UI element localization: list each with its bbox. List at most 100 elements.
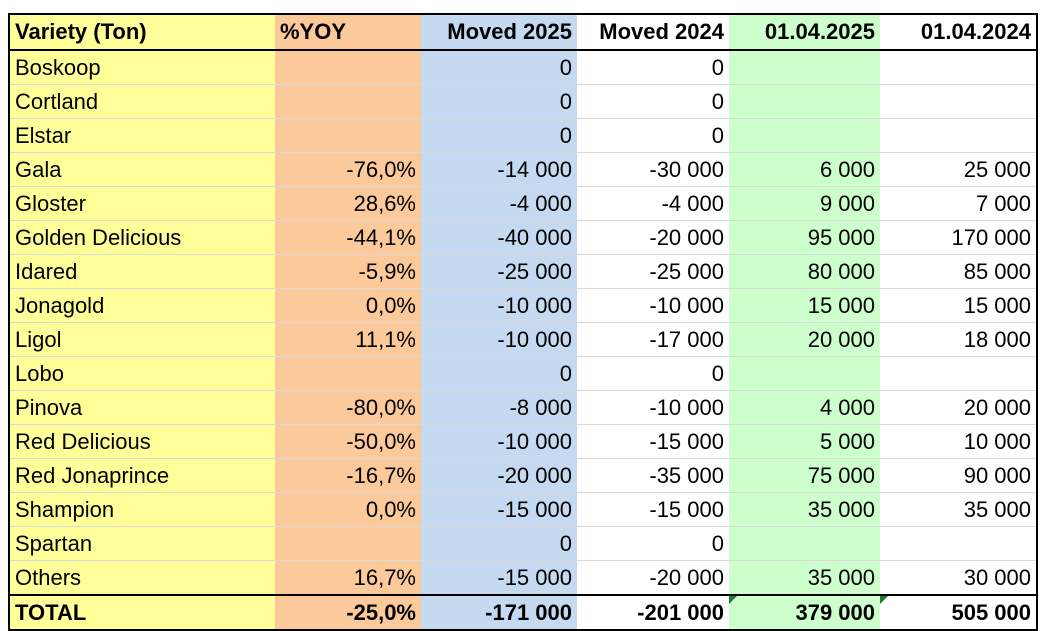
cell-moved-2024[interactable]: 0 [577, 356, 729, 391]
cell-variety[interactable]: Spartan [9, 526, 275, 561]
total-moved-2025[interactable]: -171 000 [421, 594, 577, 630]
cell-yoy[interactable] [275, 84, 421, 119]
cell-moved-2024[interactable]: -15 000 [577, 424, 729, 459]
cell-yoy[interactable]: -50,0% [275, 424, 421, 459]
cell-moved-2025[interactable]: -8 000 [421, 390, 577, 425]
cell-moved-2024[interactable]: 0 [577, 84, 729, 119]
cell-stock-2024[interactable]: 85 000 [880, 254, 1037, 289]
cell-stock-2025[interactable] [729, 356, 880, 391]
cell-moved-2025[interactable]: -14 000 [421, 152, 577, 187]
cell-variety[interactable]: Lobo [9, 356, 275, 391]
cell-stock-2024[interactable] [880, 50, 1037, 85]
cell-yoy[interactable] [275, 356, 421, 391]
cell-variety[interactable]: Red Delicious [9, 424, 275, 459]
cell-moved-2024[interactable]: -20 000 [577, 220, 729, 255]
cell-stock-2025[interactable]: 15 000 [729, 288, 880, 323]
cell-stock-2025[interactable]: 35 000 [729, 560, 880, 596]
cell-stock-2024[interactable]: 90 000 [880, 458, 1037, 493]
cell-variety[interactable]: Others [9, 560, 275, 596]
cell-yoy[interactable] [275, 526, 421, 561]
cell-yoy[interactable]: 28,6% [275, 186, 421, 221]
cell-moved-2024[interactable]: -10 000 [577, 288, 729, 323]
cell-moved-2025[interactable]: 0 [421, 356, 577, 391]
cell-moved-2024[interactable]: 0 [577, 118, 729, 153]
cell-moved-2024[interactable]: 0 [577, 50, 729, 85]
cell-stock-2024[interactable]: 10 000 [880, 424, 1037, 459]
cell-stock-2024[interactable]: 7 000 [880, 186, 1037, 221]
cell-variety[interactable]: Ligol [9, 322, 275, 357]
cell-variety[interactable]: Idared [9, 254, 275, 289]
cell-moved-2025[interactable]: -20 000 [421, 458, 577, 493]
cell-moved-2025[interactable]: -10 000 [421, 322, 577, 357]
cell-moved-2025[interactable]: 0 [421, 526, 577, 561]
cell-moved-2024[interactable]: -17 000 [577, 322, 729, 357]
cell-stock-2025[interactable] [729, 84, 880, 119]
cell-moved-2025[interactable]: -15 000 [421, 492, 577, 527]
cell-stock-2025[interactable]: 5 000 [729, 424, 880, 459]
cell-variety[interactable]: Shampion [9, 492, 275, 527]
cell-yoy[interactable]: -76,0% [275, 152, 421, 187]
cell-moved-2025[interactable]: -25 000 [421, 254, 577, 289]
cell-yoy[interactable]: -5,9% [275, 254, 421, 289]
cell-moved-2024[interactable]: -25 000 [577, 254, 729, 289]
cell-moved-2024[interactable]: -10 000 [577, 390, 729, 425]
cell-moved-2024[interactable]: -20 000 [577, 560, 729, 596]
cell-moved-2025[interactable]: -15 000 [421, 560, 577, 596]
cell-yoy[interactable]: 0,0% [275, 288, 421, 323]
cell-stock-2025[interactable]: 35 000 [729, 492, 880, 527]
cell-variety[interactable]: Pinova [9, 390, 275, 425]
cell-stock-2024[interactable]: 30 000 [880, 560, 1037, 596]
cell-stock-2024[interactable]: 170 000 [880, 220, 1037, 255]
cell-yoy[interactable]: 16,7% [275, 560, 421, 596]
cell-stock-2025[interactable]: 95 000 [729, 220, 880, 255]
cell-stock-2025[interactable]: 80 000 [729, 254, 880, 289]
total-stock-2025[interactable]: 379 000 [729, 594, 880, 630]
cell-stock-2025[interactable]: 6 000 [729, 152, 880, 187]
cell-yoy[interactable]: -80,0% [275, 390, 421, 425]
cell-moved-2025[interactable]: -4 000 [421, 186, 577, 221]
cell-moved-2025[interactable]: 0 [421, 50, 577, 85]
cell-yoy[interactable]: 11,1% [275, 322, 421, 357]
cell-stock-2025[interactable]: 4 000 [729, 390, 880, 425]
cell-stock-2024[interactable]: 20 000 [880, 390, 1037, 425]
cell-moved-2025[interactable]: 0 [421, 118, 577, 153]
cell-yoy[interactable] [275, 50, 421, 85]
cell-stock-2024[interactable]: 18 000 [880, 322, 1037, 357]
cell-moved-2025[interactable]: -10 000 [421, 424, 577, 459]
cell-yoy[interactable]: 0,0% [275, 492, 421, 527]
cell-variety[interactable]: Boskoop [9, 50, 275, 85]
cell-variety[interactable]: Gloster [9, 186, 275, 221]
cell-stock-2024[interactable]: 25 000 [880, 152, 1037, 187]
cell-stock-2024[interactable] [880, 118, 1037, 153]
cell-stock-2024[interactable] [880, 356, 1037, 391]
cell-moved-2024[interactable]: -30 000 [577, 152, 729, 187]
cell-yoy[interactable]: -16,7% [275, 458, 421, 493]
cell-variety[interactable]: Gala [9, 152, 275, 187]
cell-variety[interactable]: Cortland [9, 84, 275, 119]
cell-moved-2024[interactable]: 0 [577, 526, 729, 561]
cell-yoy[interactable]: -44,1% [275, 220, 421, 255]
cell-variety[interactable]: Red Jonaprince [9, 458, 275, 493]
cell-stock-2024[interactable]: 15 000 [880, 288, 1037, 323]
cell-moved-2024[interactable]: -35 000 [577, 458, 729, 493]
cell-stock-2025[interactable]: 20 000 [729, 322, 880, 357]
cell-moved-2024[interactable]: -15 000 [577, 492, 729, 527]
cell-stock-2024[interactable] [880, 526, 1037, 561]
cell-moved-2025[interactable]: -10 000 [421, 288, 577, 323]
cell-yoy[interactable] [275, 118, 421, 153]
cell-stock-2025[interactable] [729, 526, 880, 561]
cell-stock-2025[interactable]: 9 000 [729, 186, 880, 221]
total-moved-2024[interactable]: -201 000 [577, 594, 729, 630]
cell-stock-2025[interactable]: 75 000 [729, 458, 880, 493]
cell-variety[interactable]: Jonagold [9, 288, 275, 323]
cell-variety[interactable]: Elstar [9, 118, 275, 153]
cell-stock-2025[interactable] [729, 50, 880, 85]
cell-variety[interactable]: Golden Delicious [9, 220, 275, 255]
total-stock-2024[interactable]: 505 000 [880, 594, 1037, 630]
cell-stock-2025[interactable] [729, 118, 880, 153]
cell-moved-2025[interactable]: 0 [421, 84, 577, 119]
cell-stock-2024[interactable] [880, 84, 1037, 119]
cell-stock-2024[interactable]: 35 000 [880, 492, 1037, 527]
cell-moved-2025[interactable]: -40 000 [421, 220, 577, 255]
total-variety[interactable]: TOTAL [9, 594, 275, 630]
